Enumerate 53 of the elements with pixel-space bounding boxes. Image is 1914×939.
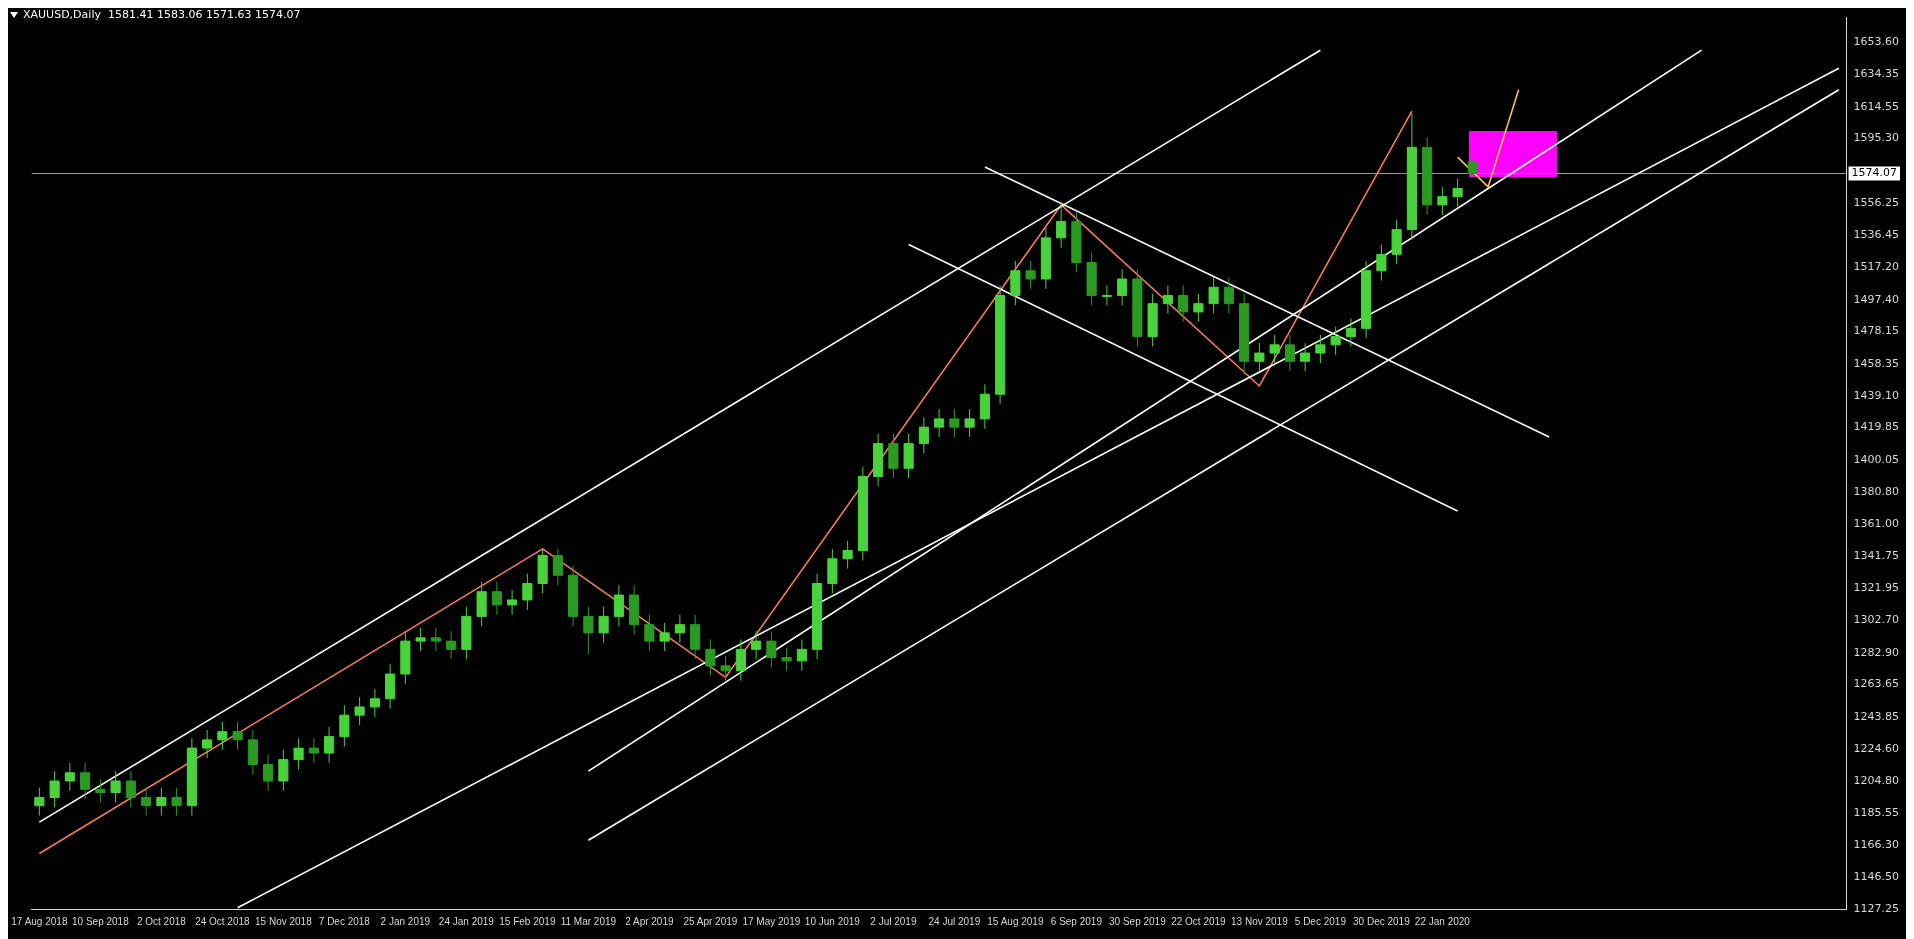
x-tick-label: 25 Apr 2019 [683, 915, 738, 927]
x-tick-label: 24 Oct 2018 [195, 915, 251, 927]
y-tick-label: 1204.80 [1853, 774, 1900, 788]
y-tick-label: 1556.25 [1853, 195, 1900, 209]
y-tick-label: 1634.35 [1853, 67, 1900, 81]
x-tick-label: 2 Jul 2019 [870, 915, 917, 927]
y-tick-label: 1302.70 [1853, 613, 1900, 627]
y-tick-label: 1243.85 [1853, 709, 1900, 723]
y-tick-label: 1458.35 [1853, 356, 1900, 370]
x-tick-label: 15 Feb 2019 [499, 915, 556, 927]
x-tick-label: 15 Nov 2018 [255, 915, 313, 927]
y-tick-label: 1419.85 [1853, 420, 1900, 434]
x-tick-label: 13 Nov 2019 [1231, 915, 1289, 927]
x-tick-label: 10 Sep 2018 [72, 915, 130, 927]
x-tick-label: 24 Jul 2019 [928, 915, 981, 927]
x-tick-label: 10 Jun 2019 [804, 915, 861, 927]
x-tick-label: 30 Dec 2019 [1353, 915, 1411, 927]
x-tick-label: 2 Apr 2019 [625, 915, 674, 927]
x-tick-label: 2 Oct 2018 [136, 915, 187, 927]
x-tick-label: 6 Sep 2019 [1050, 915, 1103, 927]
y-tick-label: 1361.00 [1853, 517, 1900, 531]
x-tick-label: 30 Sep 2019 [1109, 915, 1167, 927]
y-tick-label: 1614.55 [1853, 99, 1900, 113]
y-tick-label: 1439.10 [1853, 388, 1900, 402]
y-tick-label: 1536.45 [1853, 228, 1900, 242]
y-tick-label: 1146.50 [1853, 870, 1900, 884]
x-tick-label: 11 Mar 2019 [560, 915, 617, 927]
y-tick-label: 1400.05 [1853, 452, 1900, 466]
y-tick-label: 1127.25 [1853, 901, 1900, 915]
ref-line-label: 1574.07 [1851, 166, 1898, 180]
y-tick-label: 1341.75 [1853, 548, 1900, 562]
x-tick-label: 2 Jan 2019 [380, 915, 431, 927]
x-tick-label: 15 Aug 2019 [987, 915, 1044, 927]
y-tick-label: 1653.60 [1853, 35, 1900, 49]
y-tick-label: 1321.95 [1853, 581, 1900, 595]
y-tick-label: 1224.60 [1853, 741, 1900, 755]
chart-title: XAUUSD,Daily 1581.41 1583.06 1571.63 1574.07 [23, 8, 301, 21]
x-tick-label: 7 Dec 2018 [318, 915, 371, 927]
x-tick-label: 24 Jan 2019 [438, 915, 495, 927]
x-tick-label: 17 Aug 2018 [11, 915, 68, 927]
y-tick-label: 1282.90 [1853, 645, 1900, 659]
y-tick-label: 1497.40 [1853, 292, 1900, 306]
x-tick-label: 22 Jan 2020 [1414, 915, 1471, 927]
x-tick-label: 17 May 2019 [742, 915, 801, 927]
y-tick-label: 1380.80 [1853, 484, 1900, 498]
y-tick-label: 1263.65 [1853, 677, 1900, 691]
y-tick-label: 1595.30 [1853, 131, 1900, 145]
y-tick-label: 1517.20 [1853, 260, 1900, 273]
x-tick-label: 22 Oct 2019 [1171, 915, 1227, 927]
y-tick-label: 1185.55 [1853, 805, 1900, 819]
y-tick-label: 1166.30 [1853, 837, 1900, 851]
x-tick-label: 5 Dec 2019 [1294, 915, 1347, 927]
y-tick-label: 1478.15 [1853, 324, 1900, 338]
